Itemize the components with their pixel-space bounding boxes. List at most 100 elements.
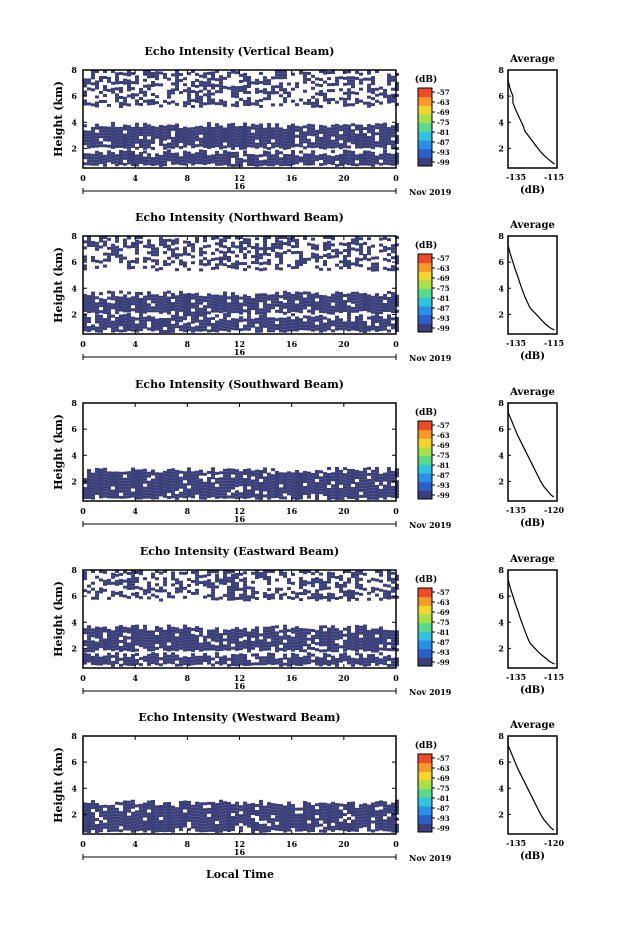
echo-cell <box>107 823 111 827</box>
echo-cell <box>211 328 215 332</box>
echo-cell <box>359 482 363 486</box>
echo-cell <box>271 242 275 246</box>
echo-cell <box>395 158 399 162</box>
echo-cell <box>123 579 127 583</box>
echo-cell <box>187 130 191 134</box>
echo-cell <box>275 76 279 80</box>
echo-cell <box>311 252 315 256</box>
echo-cell <box>263 659 267 663</box>
echo-cell <box>179 816 183 820</box>
echo-cell <box>167 311 171 315</box>
echo-cell <box>127 809 131 813</box>
echo-cell <box>347 311 351 315</box>
echo-cell <box>155 570 159 573</box>
echo-cell <box>163 151 167 155</box>
echo-cell <box>127 303 131 307</box>
echo-cell <box>251 298 255 302</box>
echo-cell <box>327 133 331 137</box>
echo-cell <box>135 309 139 313</box>
echo-cell <box>255 130 259 134</box>
echo-cell <box>343 306 347 310</box>
echo-cell <box>227 486 231 490</box>
echo-cell <box>151 827 155 831</box>
echo-cell <box>167 89 171 93</box>
echo-cell <box>179 571 183 575</box>
echo-cell <box>111 314 115 318</box>
echo-cell <box>151 322 155 326</box>
echo-cell <box>231 154 235 158</box>
echo-cell <box>291 236 295 240</box>
echo-cell <box>279 133 283 137</box>
echo-cell <box>247 468 251 472</box>
echo-cell <box>139 824 143 828</box>
echo-cell <box>227 141 231 145</box>
echo-cell <box>207 582 211 586</box>
echo-cell <box>355 642 359 646</box>
echo-cell <box>299 628 303 632</box>
echo-cell <box>107 79 111 83</box>
echo-cell <box>295 128 299 132</box>
echo-cell <box>83 99 87 103</box>
echo-cell <box>211 266 215 270</box>
echo-cell <box>351 238 355 242</box>
echo-cell <box>135 576 139 580</box>
echo-cell <box>135 157 139 161</box>
echo-cell <box>119 141 123 145</box>
echo-cell <box>203 638 207 642</box>
echo-cell <box>143 70 147 73</box>
echo-cell <box>363 660 367 664</box>
echo-cell <box>139 328 143 332</box>
echo-cell <box>327 645 331 649</box>
echo-cell <box>275 91 279 95</box>
echo-cell <box>343 243 347 247</box>
echo-cell <box>339 304 343 308</box>
echo-cell <box>179 159 183 163</box>
echo-cell <box>367 71 371 75</box>
echo-cell <box>363 657 367 661</box>
echo-cell <box>159 639 163 643</box>
echo-cell <box>139 570 143 573</box>
echo-cell <box>287 322 291 326</box>
echo-cell <box>267 154 271 158</box>
echo-cell <box>131 814 135 818</box>
echo-cell <box>295 294 299 298</box>
echo-cell <box>235 151 239 155</box>
echo-cell <box>103 473 107 477</box>
echo-cell <box>171 638 175 642</box>
echo-cell <box>371 577 375 581</box>
echo-cell <box>267 236 271 239</box>
echo-cell <box>243 633 247 637</box>
echo-cell <box>239 471 243 475</box>
echo-cell <box>183 806 187 810</box>
echo-cell <box>211 325 215 329</box>
echo-cell <box>271 103 275 107</box>
echo-cell <box>203 308 207 312</box>
echo-cell <box>251 479 255 483</box>
echo-cell <box>83 84 87 88</box>
echo-cell <box>391 571 395 575</box>
echo-cell <box>327 571 331 575</box>
echo-cell <box>199 89 203 93</box>
echo-cell <box>347 589 351 593</box>
echo-cell <box>191 305 195 309</box>
echo-cell <box>247 298 251 302</box>
colorbar-segment <box>418 657 432 667</box>
echo-cell <box>235 581 239 585</box>
echo-cell <box>127 477 131 481</box>
echo-cell <box>211 597 215 601</box>
echo-cell <box>183 486 187 490</box>
echo-cell <box>351 91 355 95</box>
echo-cell <box>243 472 247 476</box>
echo-cell <box>235 584 239 588</box>
echo-cell <box>255 469 259 473</box>
echo-cell <box>391 87 395 91</box>
echo-cell <box>127 143 131 147</box>
echo-cell <box>283 630 287 634</box>
echo-cell <box>179 128 183 132</box>
echo-cell <box>203 245 207 249</box>
echo-cell <box>327 574 331 578</box>
echo-cell <box>119 129 123 133</box>
echo-cell <box>95 482 99 486</box>
echo-cell <box>139 472 143 476</box>
echo-cell <box>115 141 119 145</box>
